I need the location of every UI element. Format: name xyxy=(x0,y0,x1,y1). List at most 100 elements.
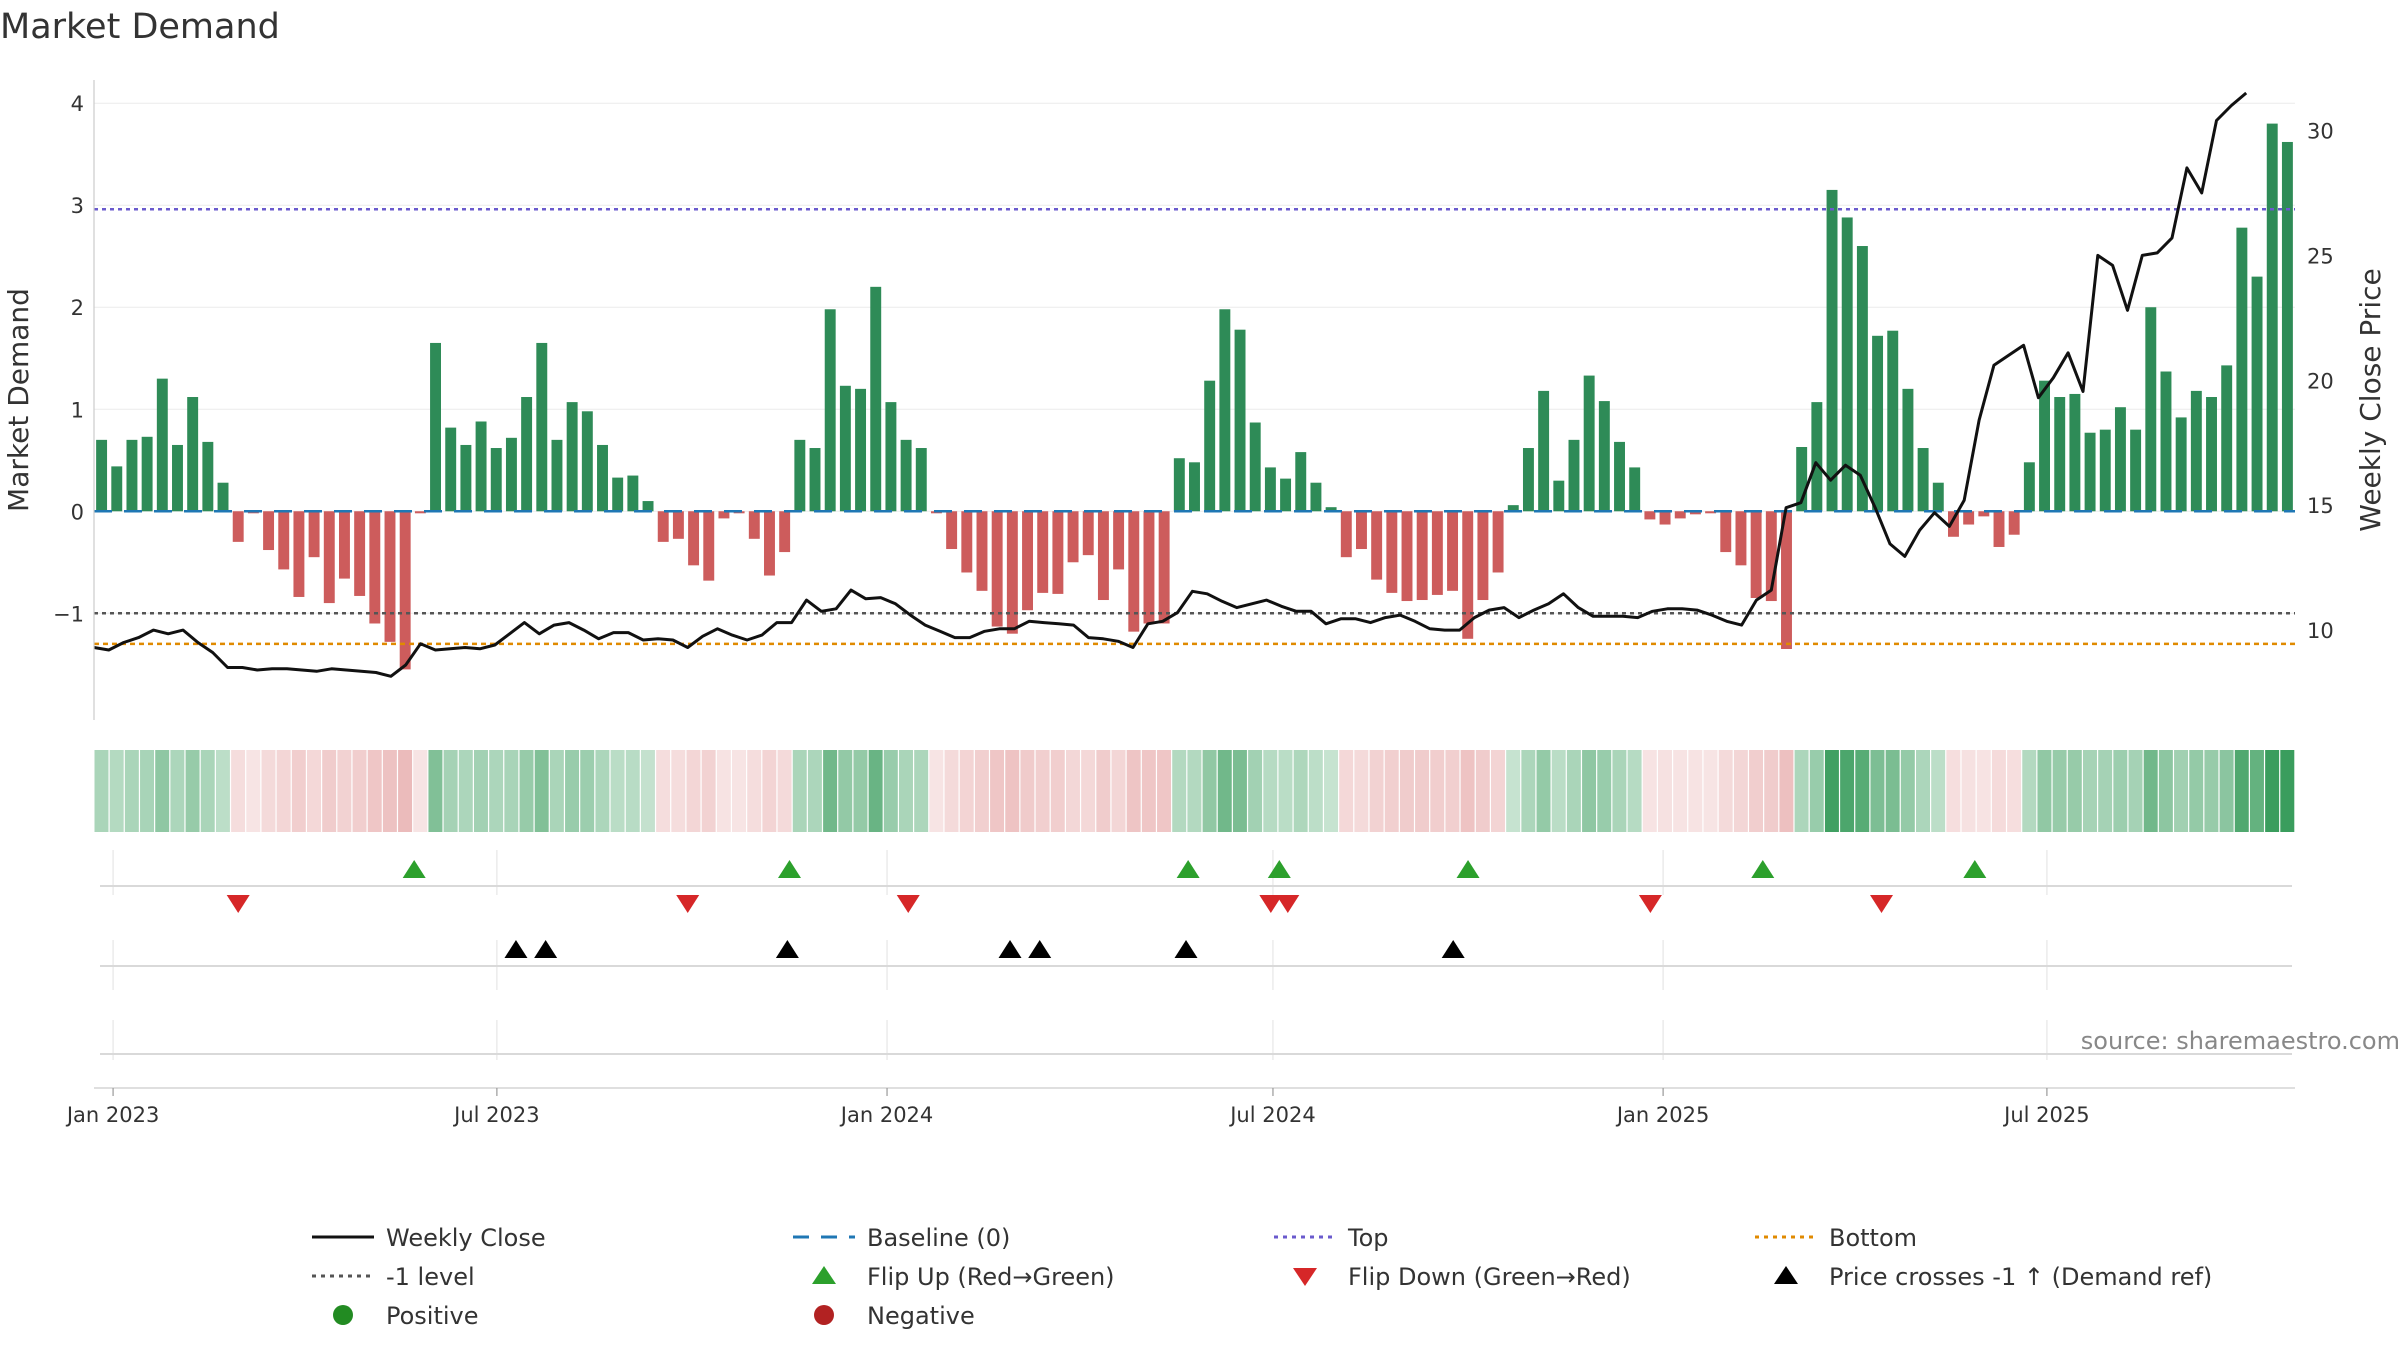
strip-cell xyxy=(2189,750,2204,832)
y2-tick-label: 30 xyxy=(2307,119,2334,143)
demand-bar xyxy=(946,511,958,550)
legend-label: Weekly Close xyxy=(386,1224,546,1252)
strip-cell xyxy=(868,750,883,832)
strip-layer xyxy=(94,750,2295,832)
strip-cell xyxy=(929,750,944,832)
strip-cell xyxy=(1840,750,1855,832)
demand-bar xyxy=(1234,329,1246,512)
demand-bar xyxy=(1340,511,1352,558)
price-cross-marker xyxy=(998,940,1022,958)
demand-bar xyxy=(126,439,138,512)
strip-cell xyxy=(1733,750,1748,832)
demand-bar xyxy=(414,511,426,514)
demand-bar xyxy=(1750,511,1762,598)
strip-cell xyxy=(671,750,686,832)
demand-bar xyxy=(2114,407,2126,512)
demand-bar xyxy=(2084,432,2096,512)
strip-cell xyxy=(1870,750,1885,832)
demand-bar xyxy=(1401,511,1413,602)
demand-bar xyxy=(2008,511,2020,535)
strip-cell xyxy=(2143,750,2158,832)
strip-cell xyxy=(1991,750,2006,832)
strip-cell xyxy=(959,750,974,832)
strip-cell xyxy=(231,750,246,832)
demand-bar xyxy=(1856,246,1868,512)
demand-bar xyxy=(1204,380,1216,512)
strip-cell xyxy=(2082,750,2097,832)
strip-cell xyxy=(1308,750,1323,832)
strip-cell xyxy=(914,750,929,832)
demand-bar xyxy=(1113,511,1125,570)
demand-bar xyxy=(156,378,168,512)
strip-cell xyxy=(777,750,792,832)
strip-cell xyxy=(2098,750,2113,832)
strip-cell xyxy=(1081,750,1096,832)
strip-cell xyxy=(1278,750,1293,832)
demand-bar xyxy=(1249,422,1261,512)
strip-cell xyxy=(1490,750,1505,832)
demand-bar xyxy=(1037,511,1049,593)
strip-cell xyxy=(1035,750,1050,832)
legend-swatch xyxy=(812,1266,836,1284)
strip-cell xyxy=(1718,750,1733,832)
demand-bar xyxy=(1173,458,1185,512)
demand-bar xyxy=(278,511,290,570)
strip-cell xyxy=(1369,750,1384,832)
strip-cell xyxy=(990,750,1005,832)
strip-cell xyxy=(1475,750,1490,832)
demand-bar xyxy=(338,511,350,579)
demand-bar xyxy=(1310,482,1322,512)
legend-item: Positive xyxy=(333,1302,479,1330)
weekly-close-line xyxy=(93,91,2248,678)
demand-bar xyxy=(1052,511,1064,594)
y2-tick-label: 20 xyxy=(2307,369,2334,393)
reference-lines-layer xyxy=(94,208,2295,646)
demand-bar xyxy=(2251,276,2263,512)
legend-item: Flip Up (Red→Green) xyxy=(812,1263,1115,1291)
strip-cell xyxy=(1794,750,1809,832)
flip-down-marker xyxy=(1870,895,1894,913)
demand-bar xyxy=(2054,397,2066,512)
strip-cell xyxy=(732,750,747,832)
grid-layer xyxy=(94,102,2295,1060)
strip-cell xyxy=(1749,750,1764,832)
strip-cell xyxy=(1096,750,1111,832)
strip-cell xyxy=(686,750,701,832)
strip-cell xyxy=(1976,750,1991,832)
demand-bar xyxy=(961,511,973,573)
demand-bar xyxy=(1902,388,1914,512)
demand-bar xyxy=(1720,511,1732,553)
demand-bar xyxy=(612,477,624,512)
legend-label: -1 level xyxy=(386,1263,475,1291)
strip-cell xyxy=(1172,750,1187,832)
demand-bar xyxy=(1522,448,1534,512)
price-cross-marker xyxy=(534,940,558,958)
strip-cell xyxy=(443,750,458,832)
strip-cell xyxy=(1612,750,1627,832)
strip-cell xyxy=(853,750,868,832)
demand-bar xyxy=(1462,511,1474,639)
legend-item: -1 level xyxy=(312,1263,475,1291)
price-cross-marker xyxy=(1174,940,1198,958)
x-tick-label: Jul 2023 xyxy=(452,1103,539,1127)
demand-bar xyxy=(1796,446,1808,512)
flip-up-marker xyxy=(1456,860,1480,878)
demand-bar xyxy=(1978,511,1990,517)
demand-bar xyxy=(581,411,593,512)
demand-bar xyxy=(1295,452,1307,512)
strip-cell xyxy=(1157,750,1172,832)
strip-cell xyxy=(2174,750,2189,832)
strip-cell xyxy=(1020,750,1035,832)
demand-bar xyxy=(870,286,882,512)
legend-label: Negative xyxy=(867,1302,975,1330)
demand-bar xyxy=(2281,141,2293,512)
strip-cell xyxy=(1961,750,1976,832)
demand-bar xyxy=(2190,390,2202,512)
demand-bar xyxy=(1022,511,1033,611)
demand-bar xyxy=(1356,511,1367,550)
demand-bar xyxy=(1067,511,1079,563)
demand-bar xyxy=(1280,478,1292,512)
demand-bar xyxy=(976,511,988,591)
strip-cell xyxy=(215,750,230,832)
y-tick-label: 3 xyxy=(71,194,84,218)
